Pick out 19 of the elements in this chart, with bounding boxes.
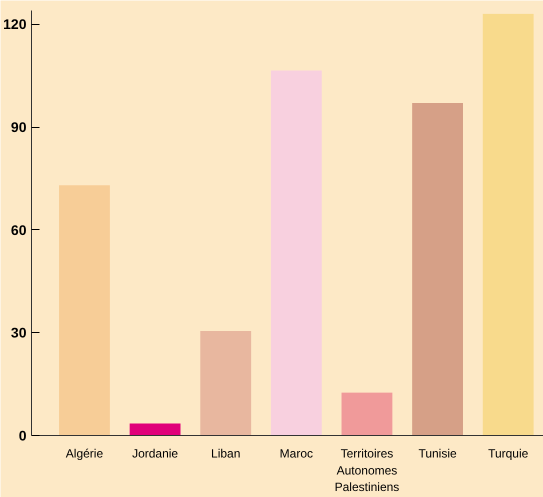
x-tick-label: Tunisie (418, 446, 458, 460)
x-tick-label: Jordanie (132, 446, 178, 460)
y-tick-label: 90 (10, 119, 27, 136)
y-tick-label: 0 (18, 428, 27, 444)
x-tick-label: Turquie (488, 446, 529, 460)
bar (412, 103, 463, 436)
bar (130, 424, 181, 436)
x-tick-label: Territoires Autonomes Palestiniens (334, 446, 400, 494)
x-tick-label: Maroc (280, 446, 313, 460)
bar (270, 70, 322, 436)
bar (342, 392, 392, 436)
x-tick-label: Liban (211, 446, 240, 460)
x-tick-label: Algérie (66, 446, 104, 460)
bar (482, 14, 534, 436)
y-tick-label: 60 (10, 222, 27, 238)
y-tick-label: 120 (3, 16, 27, 32)
bar (59, 185, 110, 436)
y-tick-label: 30 (10, 324, 27, 341)
bar (200, 330, 252, 436)
